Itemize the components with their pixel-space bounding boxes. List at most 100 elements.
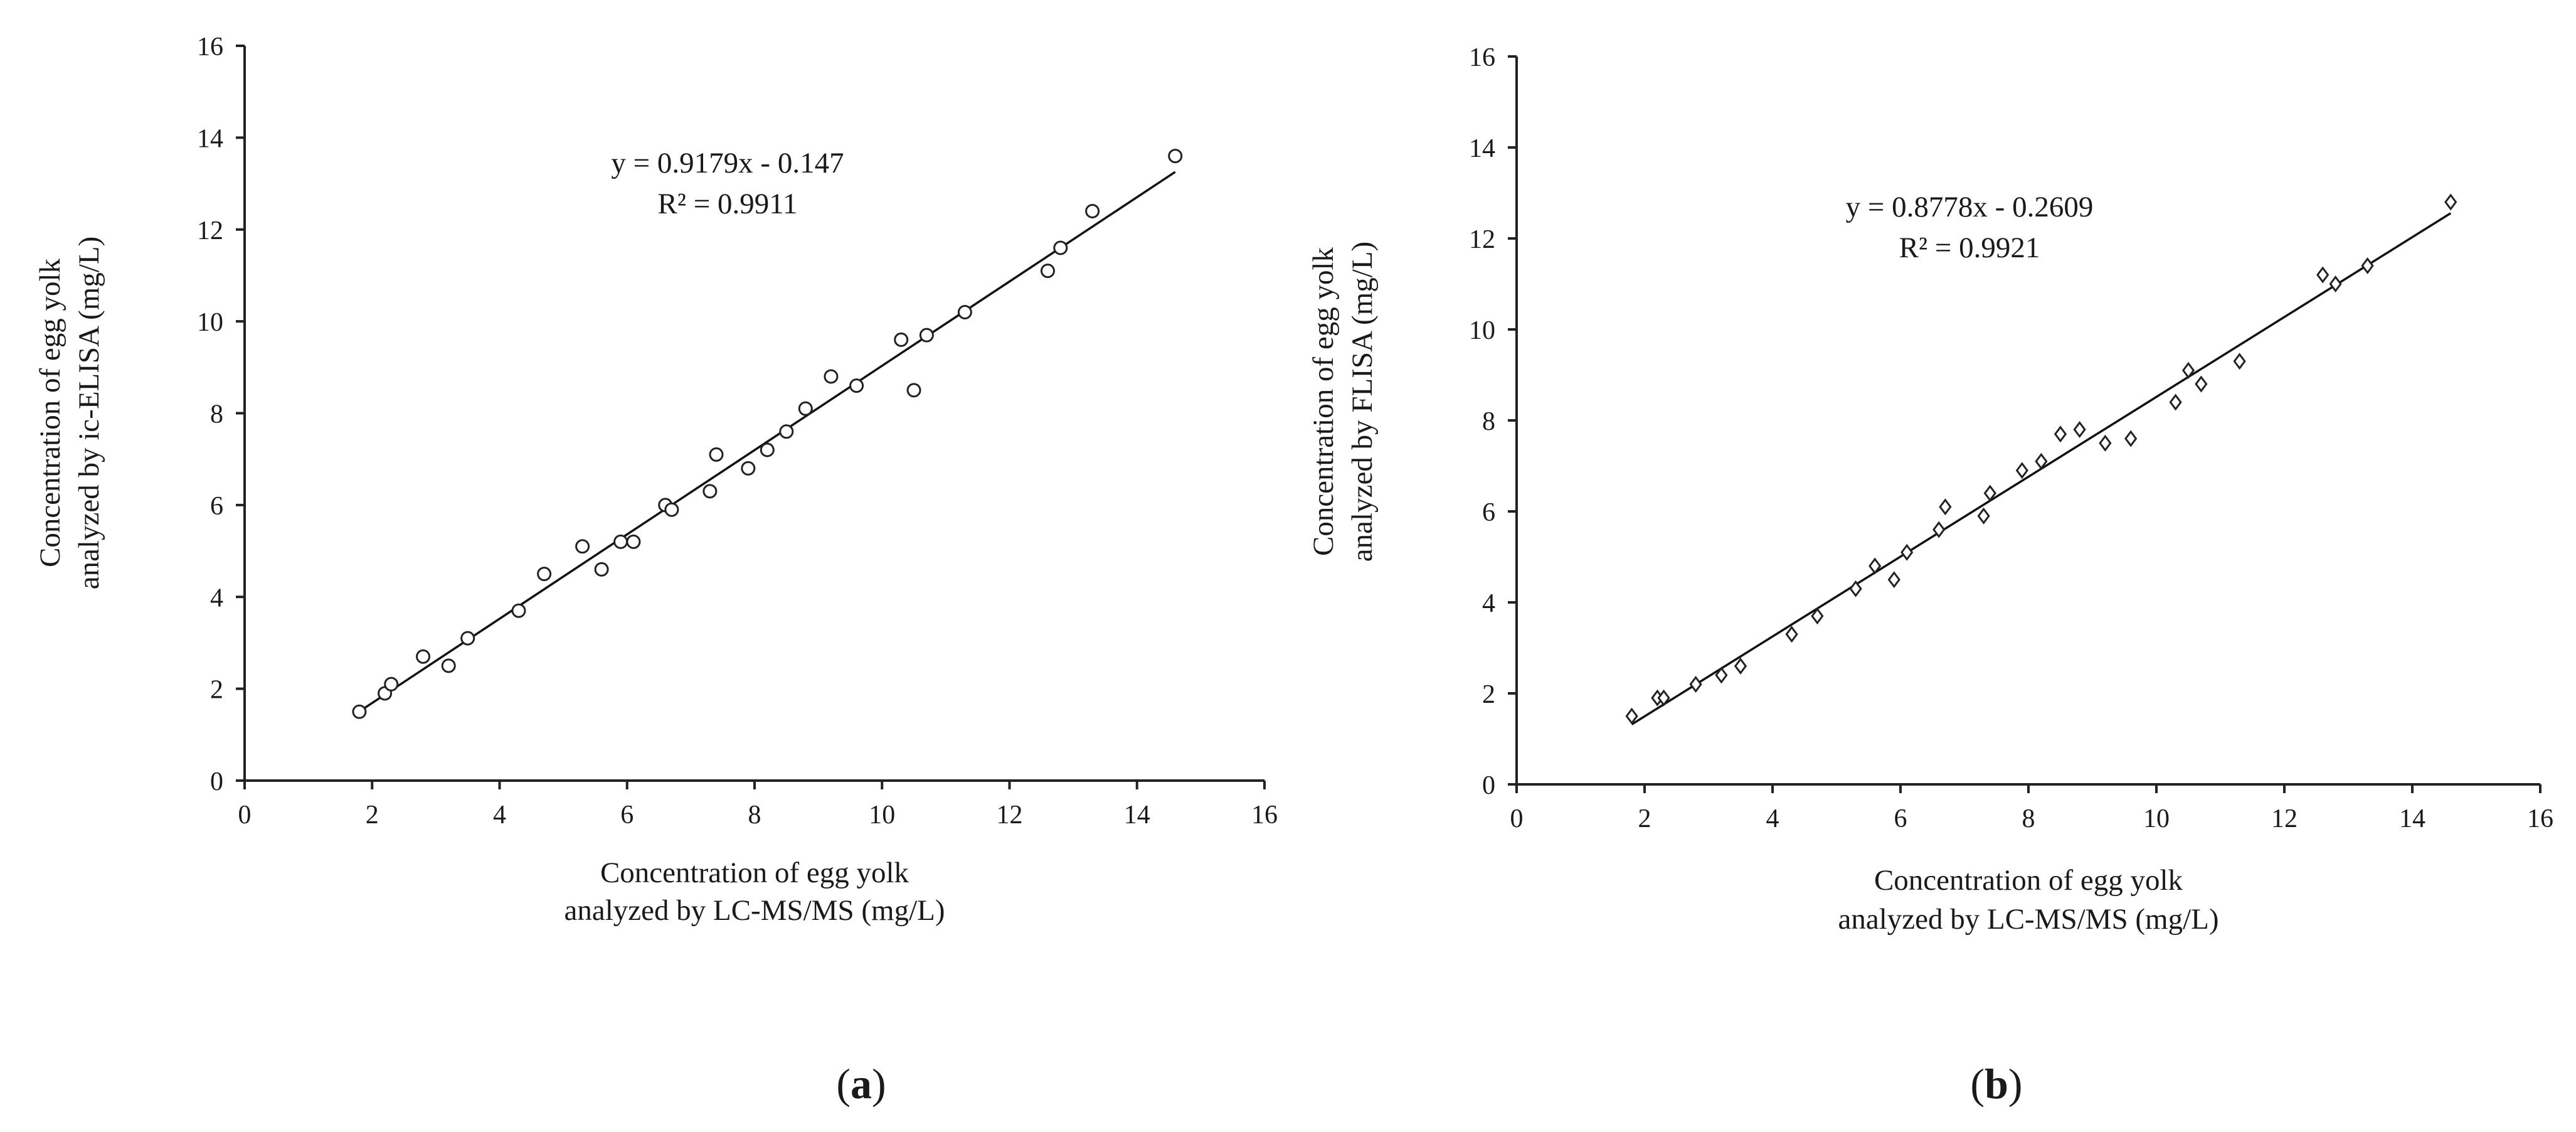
panel-a-y-tick-label: 8 bbox=[210, 400, 223, 429]
panel-b-x-tick-label: 12 bbox=[2271, 804, 2298, 833]
panel-a-data-point bbox=[613, 534, 628, 549]
panel-b-data-point bbox=[1932, 521, 1946, 538]
panel-b-x-axis-title: analyzed by LC-MS/MS (mg/L) bbox=[1838, 903, 2218, 936]
panel-a-data-point bbox=[824, 369, 839, 384]
panel-a-x-tick-label: 16 bbox=[1251, 801, 1278, 830]
panel-b-data-point bbox=[2329, 275, 2342, 292]
panel-a-data-point bbox=[626, 534, 641, 549]
panel-b-data-point bbox=[2444, 193, 2457, 211]
panel-b-data-point bbox=[1849, 580, 1862, 597]
panel-b-x-tick-label: 4 bbox=[1766, 804, 1779, 833]
panel-a-trendline bbox=[358, 171, 1176, 713]
panel-a-data-point bbox=[919, 328, 934, 343]
panel-b-x-tick-label: 6 bbox=[1894, 804, 1907, 833]
panel-a-x-axis-title: Concentration of egg yolk bbox=[600, 857, 909, 889]
panel-a-chart: 0 2 4 6 8 10 12 14 16 0 2 4 6 8 10 12 14 16 y = 0.9179x - … bbox=[34, 33, 1278, 1108]
panel-a-data-point bbox=[760, 442, 775, 457]
panel-b-data-point bbox=[2073, 421, 2086, 438]
panel-a-caption: (a) bbox=[836, 1060, 886, 1108]
panel-a-data-point bbox=[537, 567, 552, 582]
panel-b-x-tick-label: 8 bbox=[2022, 804, 2035, 833]
panel-a-x-tick-label: 2 bbox=[366, 801, 379, 830]
panel-b-data-point bbox=[1715, 666, 1728, 684]
panel-a-data-point bbox=[664, 502, 679, 517]
panel-a-data-point bbox=[460, 631, 475, 646]
panel-b-y-axis-title-line: Concentration of egg yolk bbox=[1307, 247, 1340, 556]
panel-a-data-point bbox=[441, 658, 456, 673]
panel-b-y-tick-label: 16 bbox=[1469, 43, 1495, 72]
panel-a-x-tick-label: 4 bbox=[493, 801, 506, 830]
panel-a-x-axis-title: analyzed by LC-MS/MS (mg/L) bbox=[564, 894, 945, 927]
panel-a-data-point bbox=[594, 562, 609, 577]
panel-b-data-point bbox=[2361, 257, 2374, 274]
panel-a-y-tick-label: 16 bbox=[197, 33, 223, 61]
panel-b-data-point bbox=[1887, 571, 1900, 589]
panel-b-caption: (b) bbox=[1970, 1060, 2022, 1108]
panel-b-data-point bbox=[1939, 498, 1952, 516]
panel-b-data-point bbox=[2169, 393, 2182, 411]
panel-b-y-tick-label: 6 bbox=[1482, 498, 1495, 527]
panel-b-y-tick-label: 0 bbox=[1482, 771, 1495, 800]
panel-b-annotation: y = 0.8778x - 0.2609 bbox=[1846, 191, 2094, 223]
panel-a-data-point bbox=[384, 676, 399, 691]
panel-a-data-point bbox=[741, 461, 756, 476]
panel-b-y-tick-label: 8 bbox=[1482, 407, 1495, 436]
panel-b-data-point bbox=[1689, 676, 1702, 693]
panel-a-x-tick-label: 10 bbox=[869, 801, 895, 830]
panel-a-data-point bbox=[894, 332, 909, 347]
panel-a-x-tick-label: 6 bbox=[620, 801, 633, 830]
panel-b-x-tick-label: 0 bbox=[1510, 804, 1524, 833]
panel-a-data-point bbox=[1053, 240, 1068, 255]
panel-a-y-tick-label: 12 bbox=[197, 216, 223, 245]
panel-a-x-tick-label: 14 bbox=[1124, 801, 1150, 830]
panel-a-data-point bbox=[575, 539, 590, 554]
panel-b-x-tick-label: 14 bbox=[2399, 804, 2425, 833]
panel-b-annotation: R² = 0.9921 bbox=[1899, 232, 2040, 264]
panel-b-data-point bbox=[2233, 353, 2246, 370]
panel-a-annotation: y = 0.9179x - 0.147 bbox=[611, 147, 844, 179]
panel-a-y-tick-label: 2 bbox=[210, 676, 223, 705]
panel-a-data-point bbox=[849, 378, 864, 393]
panel-a-data-point bbox=[709, 447, 724, 462]
panel-a-data-point bbox=[416, 649, 431, 664]
panel-b-y-tick-label: 12 bbox=[1469, 225, 1495, 254]
panel-a-y-tick-label: 6 bbox=[210, 492, 223, 521]
panel-a-data-point bbox=[957, 304, 972, 319]
panel-b-data-point bbox=[2195, 375, 2208, 393]
panel-b-y-axis-title: Concentration of egg yolk analyzed by FLI… bbox=[1307, 242, 1379, 562]
panel-b-data-point bbox=[1868, 557, 1882, 575]
panel-b-data-point bbox=[1785, 626, 1798, 643]
panel-b-data-point bbox=[1983, 484, 1996, 502]
panel-b-y-tick-label: 4 bbox=[1482, 589, 1495, 618]
panel-b-y-tick-label: 10 bbox=[1469, 316, 1495, 345]
panel-b-chart: 0 2 4 6 8 10 12 14 16 0 2 4 6 8 10 12 14 16 y = 0.8778x - … bbox=[1307, 43, 2553, 1108]
panel-b-data-point bbox=[2181, 361, 2195, 379]
panel-a-y-axis-title: Concentration of egg yolk analyzed by ic-… bbox=[34, 237, 105, 590]
panel-b-data-point bbox=[2054, 425, 2067, 443]
panel-b-data-point bbox=[1734, 658, 1747, 675]
panel-a-y-tick-label: 0 bbox=[210, 767, 223, 796]
panel-b-data-point bbox=[1625, 707, 1638, 725]
panel-b-y-axis-title-line: analyzed by FLISA (mg/L) bbox=[1346, 242, 1379, 562]
panel-a-data-point bbox=[1085, 203, 1100, 218]
panel-a-annotation: R² = 0.9911 bbox=[658, 188, 798, 220]
panel-b-data-point bbox=[2124, 430, 2138, 447]
panel-b-data-point bbox=[2099, 434, 2112, 452]
panel-a-y-tick-label: 14 bbox=[197, 124, 223, 153]
panel-b-x-tick-label: 16 bbox=[2527, 804, 2553, 833]
panel-a-data-point bbox=[511, 603, 526, 618]
panel-b-data-point bbox=[1977, 507, 1990, 525]
panel-b-data-point bbox=[2015, 462, 2028, 479]
panel-a-data-point bbox=[798, 401, 813, 416]
panel-a-x-tick-label: 12 bbox=[997, 801, 1023, 830]
panel-a-x-tick-label: 8 bbox=[748, 801, 761, 830]
panel-b-data-point bbox=[1811, 607, 1824, 625]
panel-b-x-axis-title: Concentration of egg yolk bbox=[1874, 864, 2183, 897]
panel-a-x-tick-label: 0 bbox=[238, 801, 252, 830]
panel-a-data-point bbox=[1040, 264, 1055, 279]
panel-b-y-tick-label: 2 bbox=[1482, 680, 1495, 709]
panel-b-data-point bbox=[2035, 452, 2048, 470]
panel-b-data-point bbox=[1657, 689, 1670, 707]
